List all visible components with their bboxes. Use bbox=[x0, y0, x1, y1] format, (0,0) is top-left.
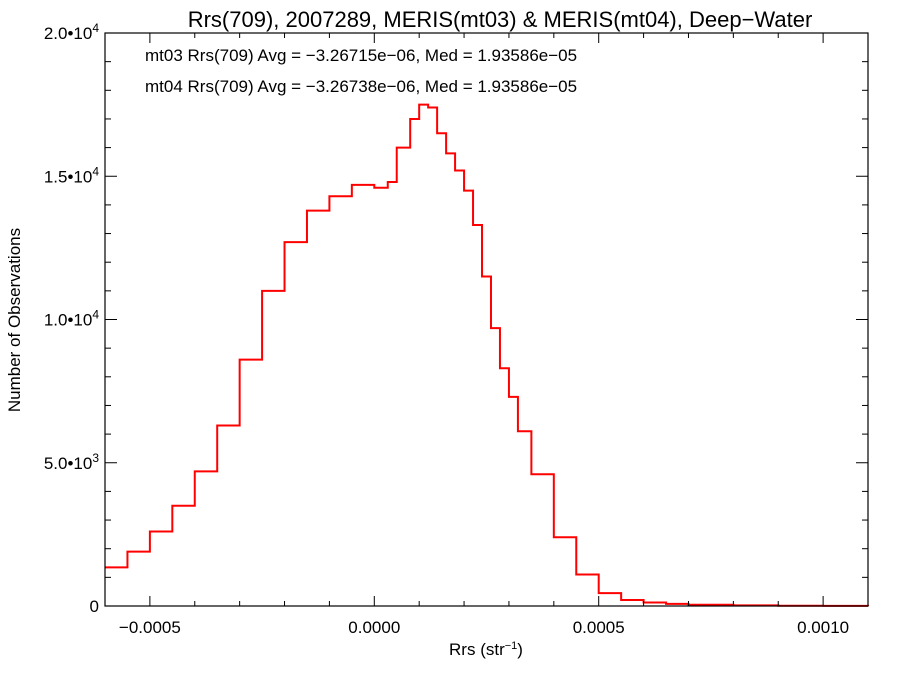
plot-frame bbox=[104, 32, 869, 607]
annotation-mt04: mt04 Rrs(709) Avg = −3.26738e−06, Med = … bbox=[145, 77, 577, 96]
ticks-layer: −0.0005 0.0000 0.0005 0.0010 0 5.0•103 1.0•104… bbox=[44, 21, 869, 637]
y-tick-label: 1.0•104 bbox=[44, 308, 100, 330]
chart-title: Rrs(709), 2007289, MERIS(mt03) & MERIS(m… bbox=[188, 7, 813, 32]
x-tick-label: 0.0005 bbox=[573, 618, 625, 637]
y-tick-label: 0 bbox=[90, 597, 99, 616]
series-line-1 bbox=[105, 105, 868, 606]
x-axis-label-text: Rrs (str bbox=[449, 640, 505, 659]
y-tick-label: 1.5•104 bbox=[44, 164, 100, 186]
y-tick-label: 5.0•103 bbox=[44, 451, 100, 473]
y-tick-label: 2.0•104 bbox=[44, 21, 100, 43]
x-tick-label: −0.0005 bbox=[119, 618, 181, 637]
series-line-0 bbox=[105, 103, 869, 607]
annotation-mt03: mt03 Rrs(709) Avg = −3.26715e−06, Med = … bbox=[145, 46, 577, 65]
y-axis-label: Number of Observations bbox=[5, 228, 24, 412]
series-layer bbox=[105, 103, 869, 607]
x-axis-label-sup: −1 bbox=[505, 640, 518, 652]
x-tick-label: 0.0000 bbox=[348, 618, 400, 637]
x-axis-label: Rrs (str−1) bbox=[449, 640, 523, 659]
x-tick-label: 0.0010 bbox=[797, 618, 849, 637]
x-axis-label-close: ) bbox=[517, 640, 523, 659]
